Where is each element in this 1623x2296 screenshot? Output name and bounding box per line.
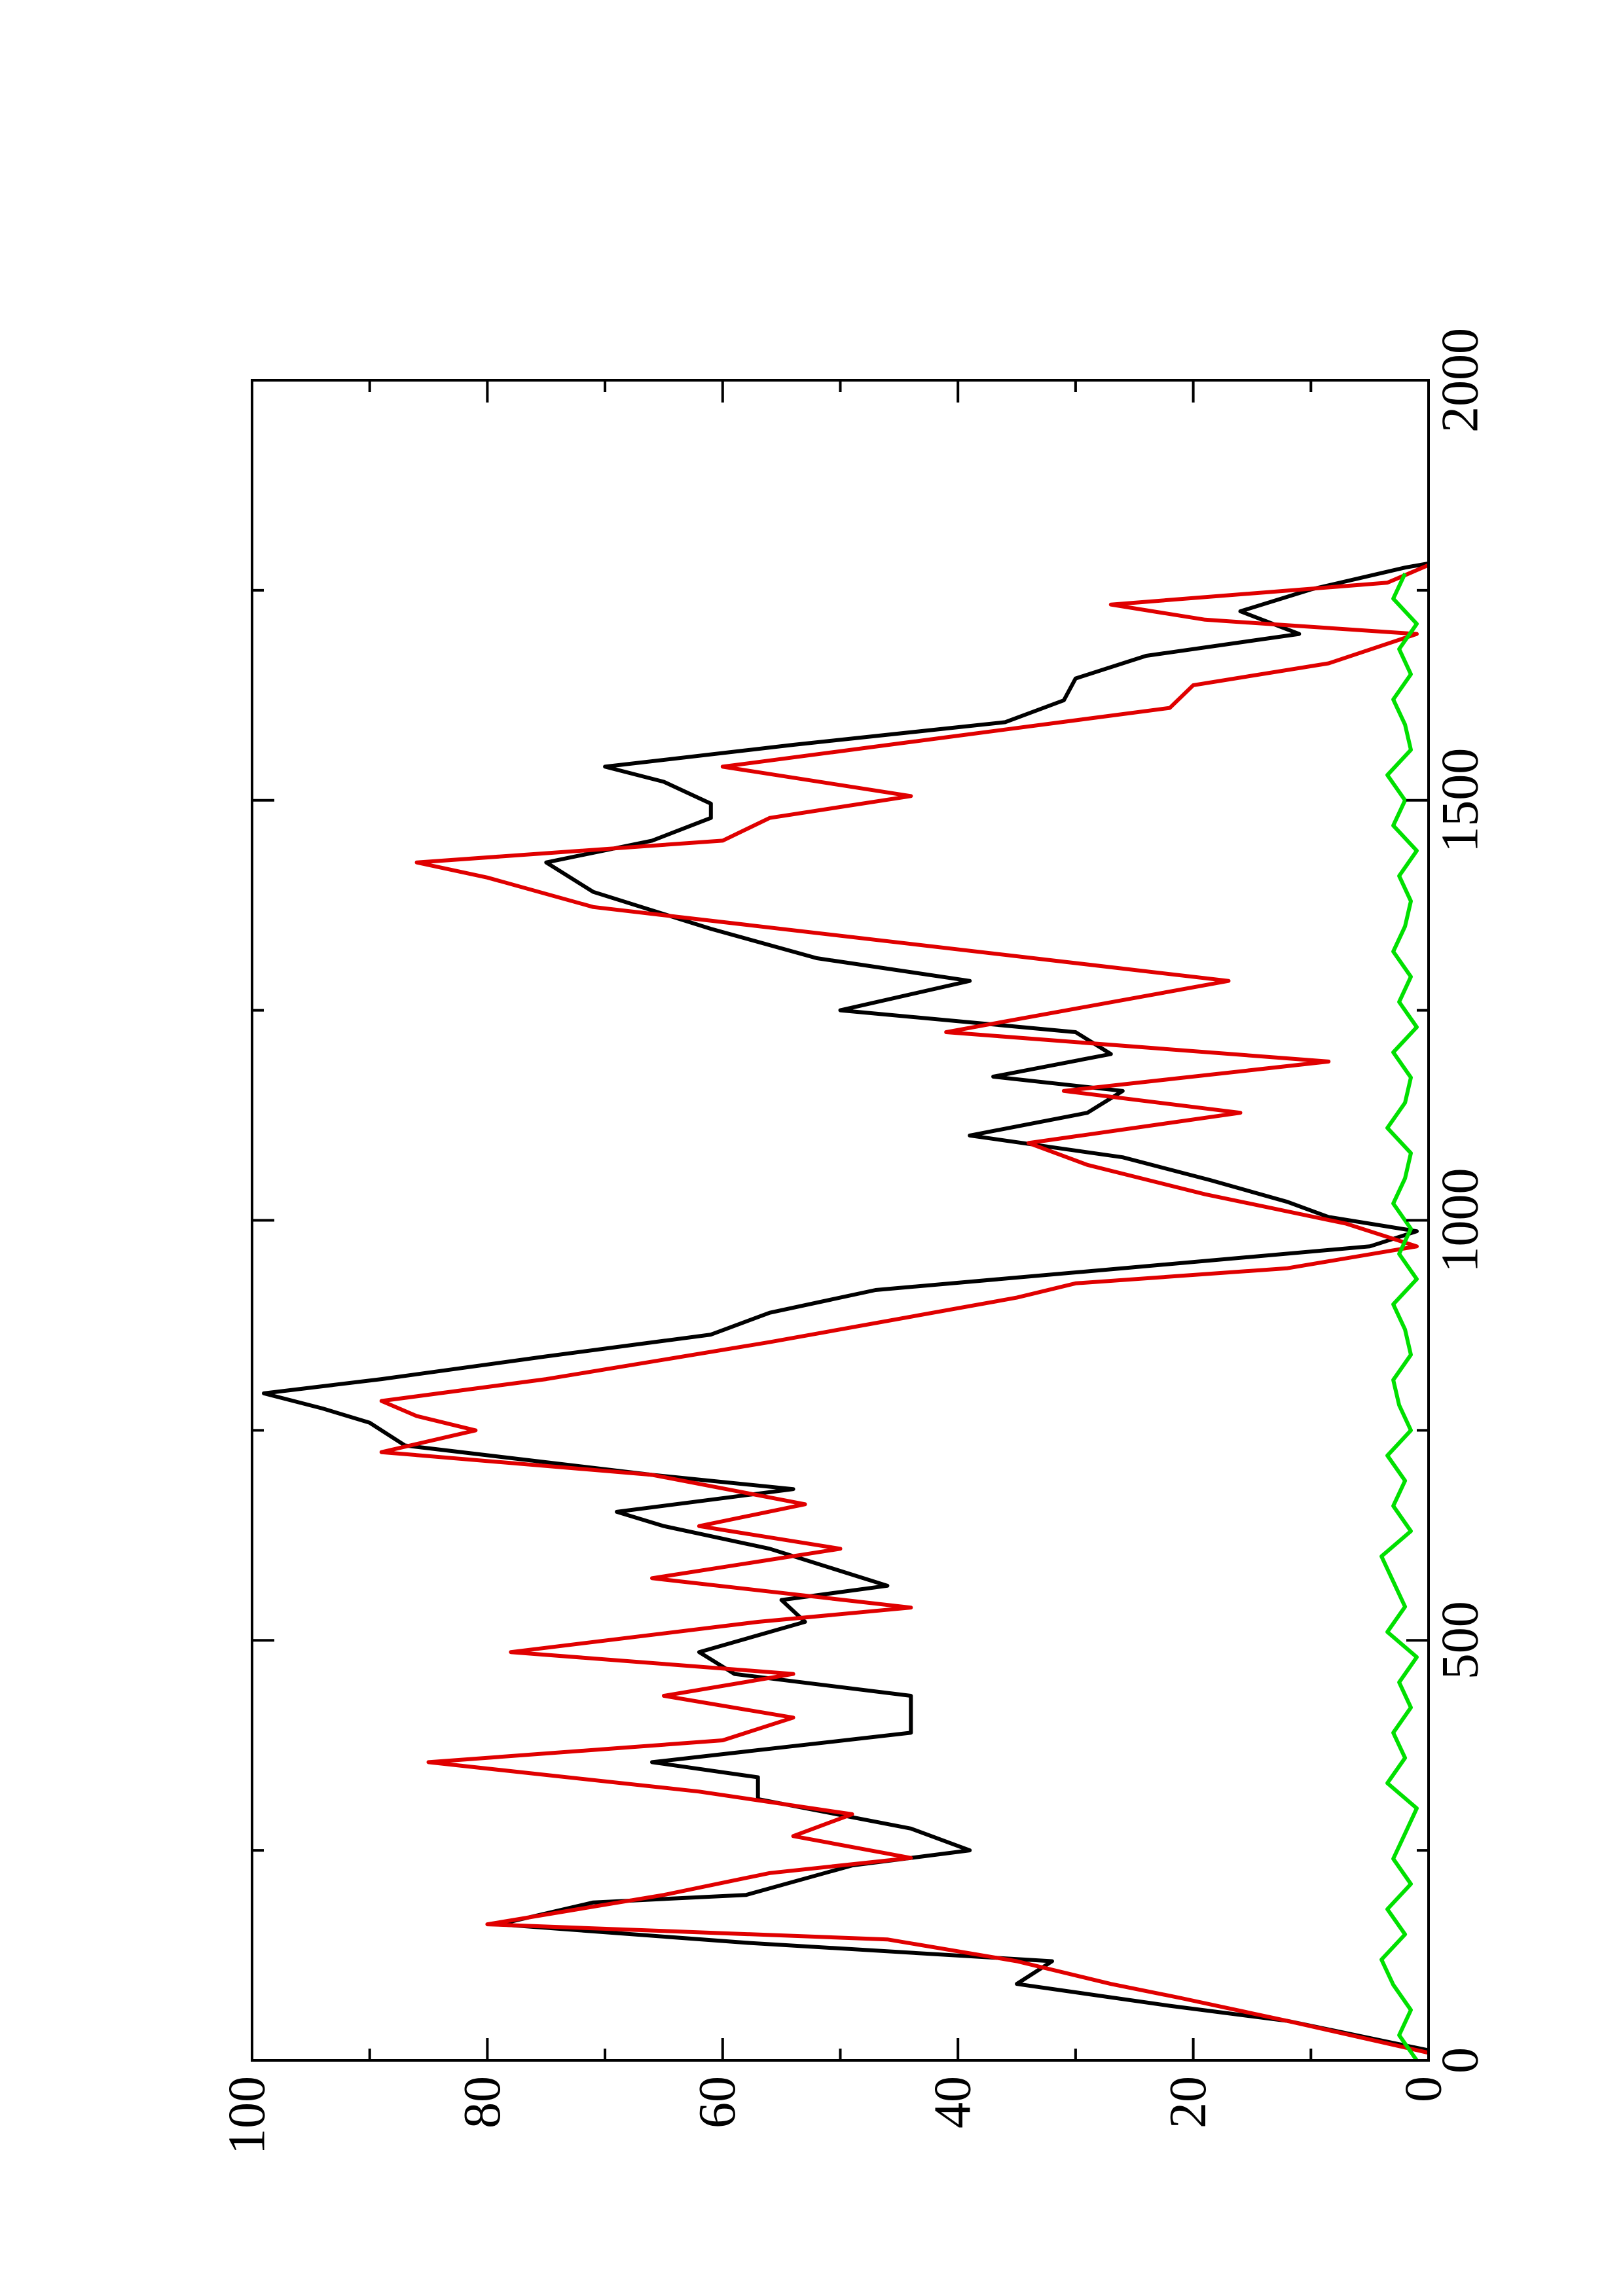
y-tick-label: 60 [689, 2076, 746, 2128]
x-tick-label: 1500 [1431, 748, 1489, 853]
y-tick-label: 100 [218, 2076, 276, 2155]
x-tick-label: 500 [1431, 1601, 1489, 1679]
x-tick-label: 2000 [1431, 328, 1489, 433]
data-line [379, 563, 1430, 2055]
y-tick-label: 40 [924, 2076, 982, 2128]
x-tick-label: 1000 [1431, 1168, 1489, 1273]
y-tick-label: 0 [1395, 2076, 1452, 2102]
data-line [262, 561, 1429, 2053]
data-line [1379, 572, 1419, 2062]
x-tick-label: 0 [1431, 2047, 1489, 2073]
y-tick-label: 20 [1159, 2076, 1217, 2128]
y-tick-label: 80 [454, 2076, 511, 2128]
